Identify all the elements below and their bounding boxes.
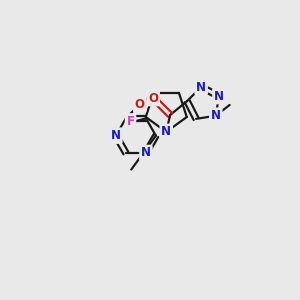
Text: N: N — [111, 129, 121, 142]
Text: N: N — [161, 125, 171, 138]
Text: N: N — [141, 146, 151, 160]
Text: F: F — [127, 115, 134, 128]
Text: O: O — [135, 98, 145, 111]
Text: O: O — [148, 92, 158, 104]
Text: N: N — [211, 109, 221, 122]
Text: N: N — [214, 90, 224, 103]
Text: N: N — [196, 80, 206, 94]
